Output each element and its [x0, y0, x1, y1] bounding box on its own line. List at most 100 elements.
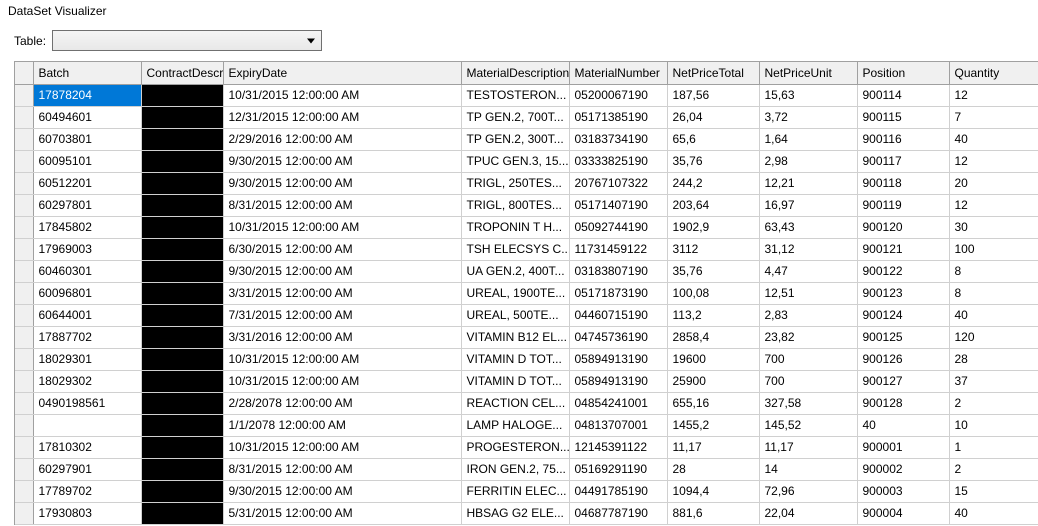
cell-qty[interactable]: 120	[949, 326, 1038, 348]
cell-netunit[interactable]: 3,72	[759, 106, 857, 128]
cell-netprice[interactable]: 655,16	[667, 392, 759, 414]
cell-expiry[interactable]: 10/31/2015 12:00:00 AM	[223, 84, 461, 106]
col-matnum[interactable]: MaterialNumber	[569, 62, 667, 84]
cell-matnum[interactable]: 03333825190	[569, 150, 667, 172]
cell-qty[interactable]: 2	[949, 392, 1038, 414]
cell-matnum[interactable]: 05894913190	[569, 370, 667, 392]
cell-contract[interactable]: E	[141, 326, 223, 348]
cell-netunit[interactable]: 16,97	[759, 194, 857, 216]
cell-matnum[interactable]: 05200067190	[569, 84, 667, 106]
cell-qty[interactable]: 37	[949, 370, 1038, 392]
cell-netunit[interactable]: 700	[759, 370, 857, 392]
row-header[interactable]	[15, 194, 33, 216]
cell-matnum[interactable]: 20767107322	[569, 172, 667, 194]
col-pos[interactable]: Position	[857, 62, 949, 84]
row-header[interactable]	[15, 304, 33, 326]
cell-qty[interactable]: 40	[949, 502, 1038, 524]
cell-batch[interactable]: 17969003	[33, 238, 141, 260]
row-header[interactable]	[15, 370, 33, 392]
cell-netunit[interactable]: 2,98	[759, 150, 857, 172]
cell-netprice[interactable]: 28	[667, 458, 759, 480]
row-header[interactable]	[15, 458, 33, 480]
table-row[interactable]: 17969003E6/30/2015 12:00:00 AMTSH ELECSY…	[15, 238, 1038, 260]
cell-batch[interactable]: 60644001	[33, 304, 141, 326]
cell-netunit[interactable]: 327,58	[759, 392, 857, 414]
cell-pos[interactable]: 900115	[857, 106, 949, 128]
table-row[interactable]: 0490198561E2/28/2078 12:00:00 AMREACTION…	[15, 392, 1038, 414]
cell-qty[interactable]: 12	[949, 194, 1038, 216]
cell-matdesc[interactable]: TSH ELECSYS C...	[461, 238, 569, 260]
cell-batch[interactable]: 60703801	[33, 128, 141, 150]
cell-batch[interactable]: 17878204	[33, 84, 141, 106]
cell-matdesc[interactable]: UREAL, 1900TE...	[461, 282, 569, 304]
row-header[interactable]	[15, 326, 33, 348]
cell-pos[interactable]: 900114	[857, 84, 949, 106]
cell-netprice[interactable]: 35,76	[667, 150, 759, 172]
cell-netprice[interactable]: 100,08	[667, 282, 759, 304]
cell-batch[interactable]: 17789702	[33, 480, 141, 502]
cell-contract[interactable]: E	[141, 84, 223, 106]
cell-contract[interactable]: E	[141, 304, 223, 326]
cell-matnum[interactable]: 03183734190	[569, 128, 667, 150]
cell-netprice[interactable]: 881,6	[667, 502, 759, 524]
cell-batch[interactable]: 60494601	[33, 106, 141, 128]
cell-netprice[interactable]: 187,56	[667, 84, 759, 106]
cell-matnum[interactable]: 05171873190	[569, 282, 667, 304]
cell-pos[interactable]: 900119	[857, 194, 949, 216]
cell-pos[interactable]: 40	[857, 414, 949, 436]
table-row[interactable]: 60297801E8/31/2015 12:00:00 AMTRIGL, 800…	[15, 194, 1038, 216]
cell-expiry[interactable]: 3/31/2016 12:00:00 AM	[223, 326, 461, 348]
table-row[interactable]: 18029302E10/31/2015 12:00:00 AMVITAMIN D…	[15, 370, 1038, 392]
cell-contract[interactable]: E	[141, 194, 223, 216]
cell-matnum[interactable]: 04745736190	[569, 326, 667, 348]
table-row[interactable]: 17878204E10/31/2015 12:00:00 AMTESTOSTER…	[15, 84, 1038, 106]
cell-matnum[interactable]: 05092744190	[569, 216, 667, 238]
cell-matnum[interactable]: 04491785190	[569, 480, 667, 502]
cell-contract[interactable]: E	[141, 502, 223, 524]
cell-expiry[interactable]: 6/30/2015 12:00:00 AM	[223, 238, 461, 260]
cell-matnum[interactable]: 04854241001	[569, 392, 667, 414]
cell-matnum[interactable]: 05171385190	[569, 106, 667, 128]
cell-contract[interactable]: E	[141, 216, 223, 238]
cell-netprice[interactable]: 1455,2	[667, 414, 759, 436]
cell-batch[interactable]	[33, 414, 141, 436]
table-row[interactable]: 17810302E10/31/2015 12:00:00 AMPROGESTER…	[15, 436, 1038, 458]
cell-matdesc[interactable]: VITAMIN D TOT...	[461, 348, 569, 370]
cell-netunit[interactable]: 23,82	[759, 326, 857, 348]
cell-netunit[interactable]: 63,43	[759, 216, 857, 238]
cell-matdesc[interactable]: VITAMIN D TOT...	[461, 370, 569, 392]
col-netunit[interactable]: NetPriceUnit	[759, 62, 857, 84]
cell-contract[interactable]: E	[141, 260, 223, 282]
cell-batch[interactable]: 17810302	[33, 436, 141, 458]
cell-qty[interactable]: 28	[949, 348, 1038, 370]
table-row[interactable]: 60494601E12/31/2015 12:00:00 AMTP GEN.2,…	[15, 106, 1038, 128]
cell-qty[interactable]: 10	[949, 414, 1038, 436]
cell-contract[interactable]: E	[141, 370, 223, 392]
cell-batch[interactable]: 17887702	[33, 326, 141, 348]
cell-matdesc[interactable]: TP GEN.2, 300T...	[461, 128, 569, 150]
cell-expiry[interactable]: 3/31/2015 12:00:00 AM	[223, 282, 461, 304]
cell-pos[interactable]: 900004	[857, 502, 949, 524]
row-header[interactable]	[15, 128, 33, 150]
table-row[interactable]: 17930803E5/31/2015 12:00:00 AMHBSAG G2 E…	[15, 502, 1038, 524]
cell-matdesc[interactable]: TP GEN.2, 700T...	[461, 106, 569, 128]
table-row[interactable]: 60703801E2/29/2016 12:00:00 AMTP GEN.2, …	[15, 128, 1038, 150]
row-header[interactable]	[15, 282, 33, 304]
cell-batch[interactable]: 60460301	[33, 260, 141, 282]
cell-contract[interactable]: E	[141, 392, 223, 414]
cell-batch[interactable]: 60297901	[33, 458, 141, 480]
col-contract[interactable]: ContractDescription	[141, 62, 223, 84]
table-row[interactable]: 17887702E3/31/2016 12:00:00 AMVITAMIN B1…	[15, 326, 1038, 348]
row-header[interactable]	[15, 150, 33, 172]
cell-matnum[interactable]: 04813707001	[569, 414, 667, 436]
col-qty[interactable]: Quantity	[949, 62, 1038, 84]
cell-matnum[interactable]: 11731459122	[569, 238, 667, 260]
cell-qty[interactable]: 30	[949, 216, 1038, 238]
row-header[interactable]	[15, 216, 33, 238]
cell-netprice[interactable]: 203,64	[667, 194, 759, 216]
cell-matdesc[interactable]: HBSAG G2 ELE...	[461, 502, 569, 524]
cell-batch[interactable]: 17845802	[33, 216, 141, 238]
cell-matnum[interactable]: 12145391122	[569, 436, 667, 458]
cell-matdesc[interactable]: PROGESTERON...	[461, 436, 569, 458]
cell-batch[interactable]: 18029302	[33, 370, 141, 392]
